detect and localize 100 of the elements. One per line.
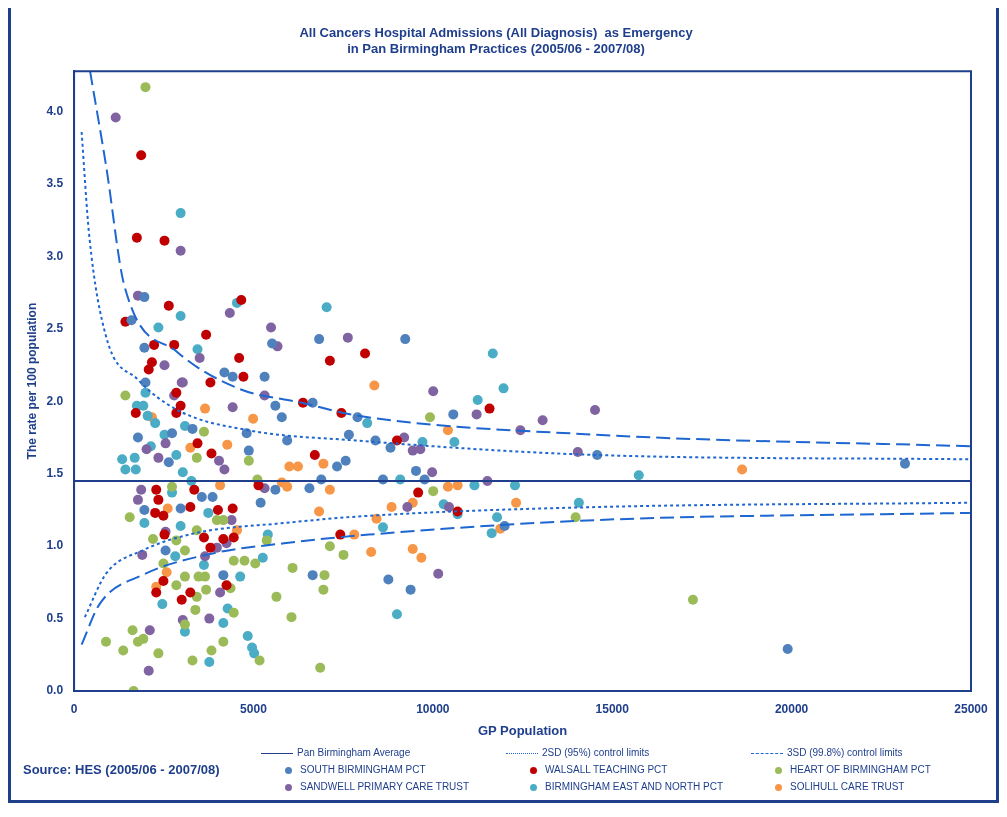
point — [487, 348, 498, 359]
point — [282, 481, 293, 492]
point — [218, 570, 229, 581]
point — [428, 386, 439, 397]
point — [899, 458, 910, 469]
point — [162, 503, 173, 514]
point — [185, 502, 196, 513]
point — [200, 403, 211, 414]
point — [270, 400, 281, 411]
point — [236, 295, 247, 306]
point — [140, 82, 151, 93]
point — [159, 235, 170, 246]
point — [151, 484, 162, 495]
point — [537, 415, 548, 426]
point — [167, 481, 178, 492]
point — [287, 562, 298, 573]
legend-label: WALSALL TEACHING PCT — [545, 764, 668, 775]
x-tick-label: 20000 — [774, 701, 809, 716]
point — [126, 315, 137, 326]
point — [255, 497, 266, 508]
point — [486, 528, 497, 539]
legend-label: SANDWELL PRIMARY CARE TRUST — [300, 781, 470, 792]
point — [171, 449, 182, 460]
point — [191, 452, 202, 463]
point — [386, 502, 397, 513]
point — [200, 571, 211, 582]
point — [342, 332, 353, 343]
x-tick-label: 25000 — [954, 701, 989, 716]
point — [136, 484, 147, 495]
point — [248, 413, 259, 424]
point — [171, 407, 182, 418]
point — [416, 552, 427, 563]
point — [242, 630, 253, 641]
point — [130, 407, 141, 418]
point — [192, 344, 203, 355]
point — [198, 426, 209, 437]
y-tick-label: 1.0 — [46, 538, 64, 553]
point — [142, 410, 153, 421]
point — [175, 503, 186, 514]
point — [157, 599, 168, 610]
point — [271, 591, 282, 602]
point — [144, 625, 155, 636]
point — [239, 555, 250, 566]
point — [153, 452, 164, 463]
point — [169, 339, 180, 350]
x-tick-label: 0 — [70, 701, 78, 716]
point — [139, 292, 150, 303]
point — [324, 541, 335, 552]
point — [241, 428, 252, 439]
point — [143, 364, 154, 375]
point — [205, 377, 216, 388]
point — [366, 546, 377, 557]
point — [471, 409, 482, 420]
point — [228, 532, 239, 543]
x-tick-label: 15000 — [595, 701, 630, 716]
point — [132, 432, 143, 443]
point — [315, 662, 326, 673]
line-series — [80, 511, 971, 646]
point — [259, 371, 270, 382]
point — [227, 503, 238, 514]
point — [150, 418, 161, 429]
point — [318, 584, 329, 595]
point — [151, 587, 162, 598]
point — [218, 617, 229, 628]
point — [161, 567, 172, 578]
point — [177, 467, 188, 478]
legend-label: 2SD (95%) control limits — [542, 747, 650, 758]
point — [158, 575, 169, 586]
point — [633, 470, 644, 481]
point — [400, 334, 411, 345]
point — [415, 444, 426, 455]
point — [117, 454, 128, 465]
point — [214, 455, 225, 466]
y-tick-label: 2.5 — [46, 321, 64, 336]
point — [153, 648, 164, 659]
point — [146, 357, 157, 368]
point — [221, 580, 232, 591]
point — [198, 532, 209, 543]
point — [215, 587, 226, 598]
point — [332, 461, 343, 472]
point — [130, 464, 141, 475]
point — [150, 507, 161, 518]
point — [338, 549, 349, 560]
point — [573, 497, 584, 508]
chart-title: All Cancers Hospital Admissions (All Diagnosis) as Emergency in Pan Birmingham Practices (2005/06 - 2007/08) — [299, 25, 694, 56]
point — [149, 339, 160, 350]
point — [143, 665, 154, 676]
point — [141, 444, 152, 455]
point — [153, 322, 164, 333]
point — [227, 371, 238, 382]
point — [201, 329, 212, 340]
point — [235, 571, 246, 582]
point — [204, 657, 215, 668]
point — [324, 355, 335, 366]
point — [192, 438, 203, 449]
point — [101, 636, 112, 647]
point — [185, 442, 196, 453]
x-tick-label: 10000 — [416, 701, 450, 716]
point — [433, 568, 444, 579]
point — [158, 510, 169, 521]
